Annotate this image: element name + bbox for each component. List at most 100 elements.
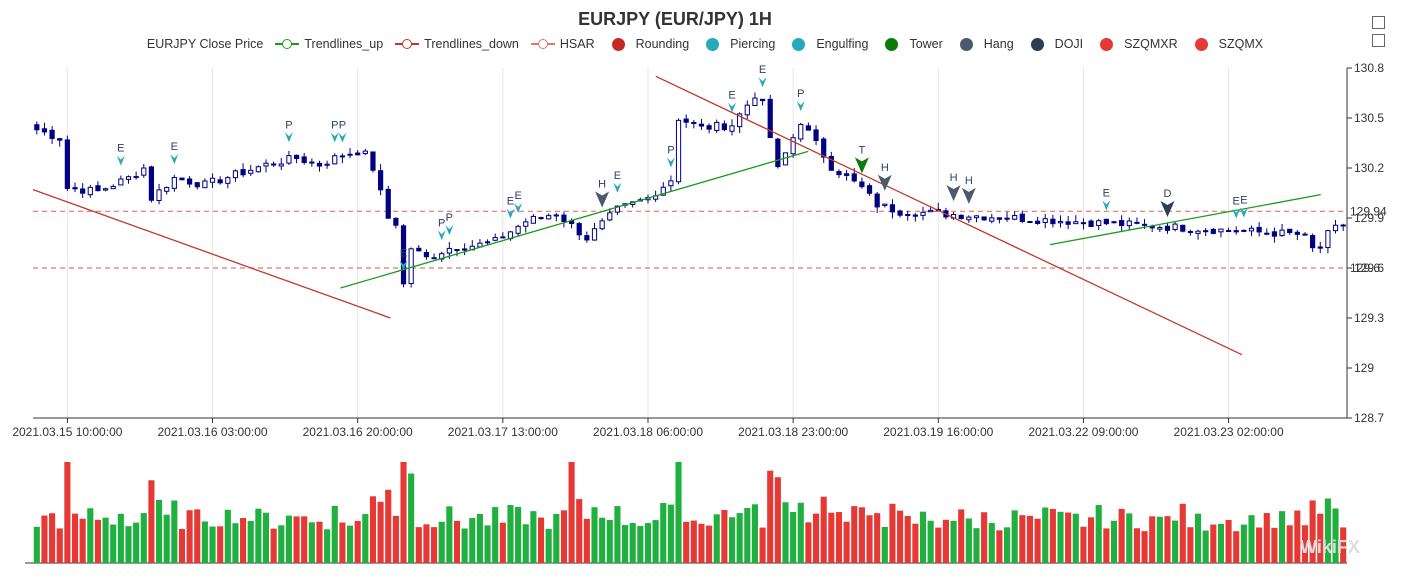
candle-body xyxy=(1271,231,1278,237)
volume-bar xyxy=(1026,515,1034,563)
candle-body xyxy=(1096,220,1102,227)
candle-body xyxy=(263,162,269,167)
volume-bar xyxy=(866,515,873,563)
volume-bar xyxy=(415,527,422,563)
pattern-marker-icon xyxy=(666,157,675,168)
candle-body xyxy=(454,249,460,252)
candle-body xyxy=(156,189,162,201)
candle-body xyxy=(973,215,980,219)
candle-body xyxy=(408,248,414,285)
pattern-marker-icon xyxy=(1102,200,1111,211)
candle-body xyxy=(41,128,48,133)
legend-item-engulfing[interactable]: Engulfing xyxy=(787,37,868,51)
candle-body xyxy=(1310,235,1316,249)
candle-body xyxy=(836,171,842,176)
volume-bar xyxy=(1286,525,1293,563)
legend-item-eurjpy-close-price[interactable]: EURJPY Close Price xyxy=(147,37,263,51)
level-marker-label: 129.6 xyxy=(1350,261,1380,275)
candle-body xyxy=(164,187,170,192)
volume-bar xyxy=(1179,503,1186,563)
candle-body xyxy=(400,225,407,285)
volume-bar xyxy=(1187,527,1194,563)
volume-bar xyxy=(713,514,720,563)
volume-bar xyxy=(262,512,270,563)
legend-symbol-icon xyxy=(395,37,420,51)
zoom-icon[interactable] xyxy=(1372,16,1385,29)
volume-bar xyxy=(1309,500,1316,563)
volume-bar xyxy=(1095,505,1102,563)
candle-body xyxy=(1057,220,1064,224)
pattern-marker-icon xyxy=(116,155,125,166)
candle-body xyxy=(95,185,101,192)
volume-bar xyxy=(278,525,285,563)
candle-body xyxy=(660,186,666,196)
legend-item-szqmxr[interactable]: SZQMXR xyxy=(1095,37,1178,51)
legend-label: Hang xyxy=(983,37,1014,51)
volume-bar xyxy=(1279,511,1286,563)
legend-item-rounding[interactable]: Rounding xyxy=(607,37,689,51)
volume-bar xyxy=(950,520,957,563)
candle-body xyxy=(523,221,529,227)
legend-item-tower[interactable]: Tower xyxy=(880,37,943,51)
candle-body xyxy=(882,203,888,206)
volume-bar xyxy=(537,517,545,563)
candle-body xyxy=(744,104,750,116)
volume-bar xyxy=(507,504,514,563)
trendline-down xyxy=(655,75,1243,356)
candle-body xyxy=(80,188,86,194)
candle-body xyxy=(737,113,743,128)
candle-body xyxy=(706,125,712,130)
volume-bar xyxy=(293,516,300,563)
candle-body xyxy=(1065,221,1071,225)
volume-bar xyxy=(1011,510,1018,563)
volume-bar xyxy=(1248,515,1255,563)
volume-bar xyxy=(1118,508,1125,563)
restore-icon[interactable] xyxy=(1372,34,1385,47)
legend-item-piercing[interactable]: Piercing xyxy=(701,37,775,51)
legend-item-trendlines-down[interactable]: Trendlines_down xyxy=(395,37,519,51)
legend-item-trendlines-up[interactable]: Trendlines_up xyxy=(275,37,383,51)
volume-bar xyxy=(438,521,445,563)
volume-bar xyxy=(1103,528,1110,563)
volume-bar xyxy=(400,462,407,563)
candle-body xyxy=(775,138,781,168)
candle-body xyxy=(1157,227,1163,230)
candle-body xyxy=(377,170,384,191)
volume-bar xyxy=(1294,510,1301,563)
pattern-marker-label: P xyxy=(667,145,674,157)
volume-bar xyxy=(1340,527,1347,563)
volume-bar xyxy=(622,525,629,563)
volume-bar xyxy=(71,513,79,563)
pattern-marker-icon xyxy=(796,101,805,112)
legend-label: HSAR xyxy=(559,37,595,51)
pattern-marker-label: E xyxy=(728,90,735,102)
candle-body xyxy=(767,98,773,139)
legend-label: Tower xyxy=(909,37,943,51)
legend-item-hsar[interactable]: HSAR xyxy=(530,37,595,51)
volume-bar xyxy=(140,513,147,563)
candle-body xyxy=(309,161,315,164)
volume-bar xyxy=(1210,524,1217,563)
pattern-marker-label: P xyxy=(446,212,453,224)
volume-bar xyxy=(576,499,583,563)
volume-bar xyxy=(49,513,56,563)
volume-bar xyxy=(981,512,988,563)
volume-bar xyxy=(881,526,888,563)
volume-bar xyxy=(958,509,965,563)
volume-bar xyxy=(1164,516,1171,563)
volume-bar xyxy=(1256,527,1263,563)
candle-body xyxy=(225,177,231,184)
legend-label: Trendlines_down xyxy=(424,37,519,51)
legend-item-doji[interactable]: DOJI xyxy=(1026,37,1083,51)
volume-bar xyxy=(919,511,927,563)
legend-item-szqmx[interactable]: SZQMX xyxy=(1190,37,1263,51)
legend-label: Piercing xyxy=(730,37,776,51)
pattern-marker-icon xyxy=(1239,207,1248,218)
pattern-marker-icon xyxy=(613,182,622,193)
legend-item-hang[interactable]: Hang xyxy=(955,37,1014,51)
pattern-marker-icon xyxy=(758,77,767,88)
volume-bar xyxy=(247,520,254,563)
volume-bar xyxy=(996,530,1003,563)
candle-body xyxy=(133,176,139,179)
candle-body xyxy=(49,129,55,139)
